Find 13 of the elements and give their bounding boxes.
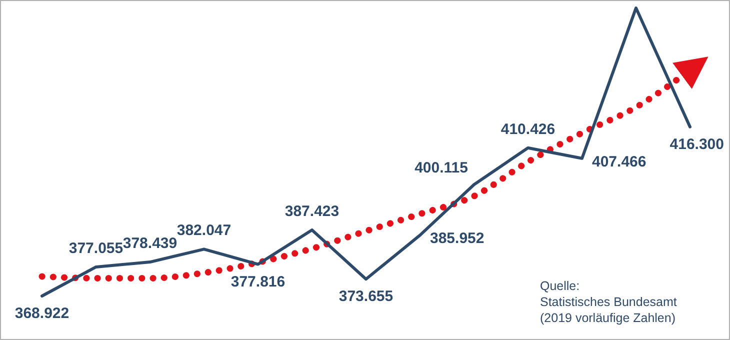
data-label: 385.952 xyxy=(430,230,484,248)
data-label: 416.300 xyxy=(670,136,724,153)
data-label: 382.047 xyxy=(176,222,232,240)
data-label: 400.115 xyxy=(414,160,468,177)
data-label: 378.439 xyxy=(122,235,178,252)
data-label: 368.922 xyxy=(14,305,70,322)
data-label: 407.466 xyxy=(592,153,646,170)
annotation: Quelle: Statistisches Bundesamt (2019 vorläufige Zahlen) xyxy=(540,279,678,325)
data-label: 377.816 xyxy=(230,273,286,290)
data-label: 373.655 xyxy=(338,288,394,306)
data-label: 377.055 xyxy=(68,240,124,257)
data-label: 387.423 xyxy=(284,202,340,220)
data-label: 410.426 xyxy=(500,120,556,138)
